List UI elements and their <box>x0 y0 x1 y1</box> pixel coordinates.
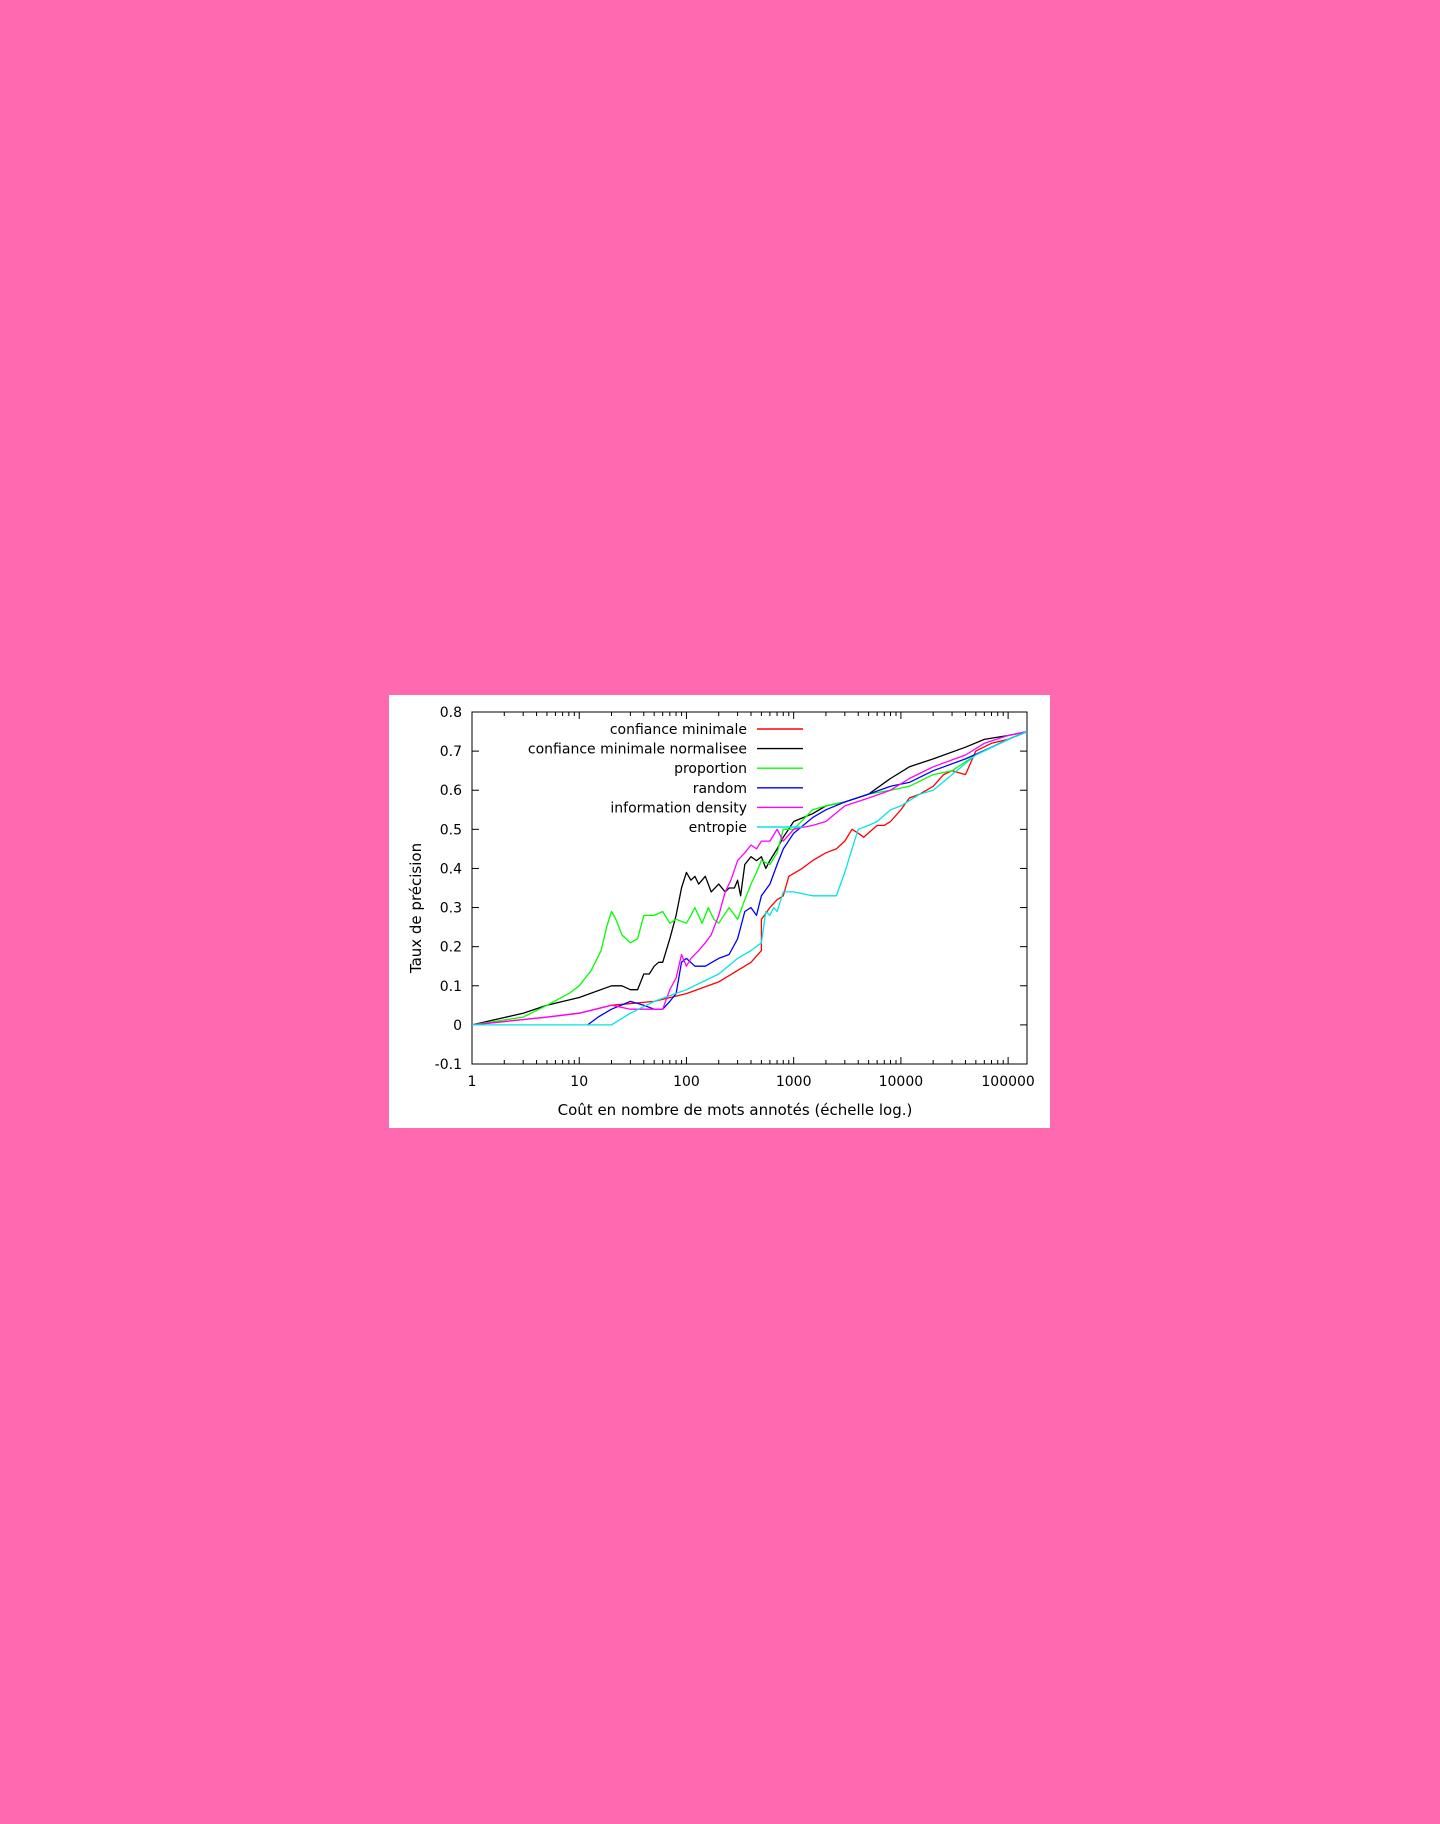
y-tick-label: 0.6 <box>440 783 462 799</box>
legend: confiance minimale confiance minimale nor… <box>528 722 803 836</box>
legend-label: information density <box>610 800 747 816</box>
line-chart: -0.1 0 0.1 0.2 0.3 0.4 0.5 0.6 0.7 0.8 1 10 100 1000 1… <box>407 705 1035 1119</box>
y-tick-label: 0.8 <box>440 705 462 721</box>
chart-card: -0.1 0 0.1 0.2 0.3 0.4 0.5 0.6 0.7 0.8 1 10 100 1000 1… <box>389 695 1050 1128</box>
x-tick-label: 10 <box>570 1074 588 1090</box>
legend-label: confiance minimale <box>610 722 747 738</box>
series-line <box>472 730 1028 1026</box>
series-line <box>471 730 1028 1026</box>
x-tick-label: 100000 <box>981 1074 1034 1090</box>
legend-label: proportion <box>674 761 747 777</box>
x-axis-label: Coût en nombre de mots annotés (échelle … <box>558 1101 913 1119</box>
y-tick-label: 0.4 <box>440 861 462 877</box>
legend-label: random <box>693 781 747 797</box>
axes: -0.1 0 0.1 0.2 0.3 0.4 0.5 0.6 0.7 0.8 1 10 100 1000 1… <box>435 705 1035 1090</box>
series-line <box>587 730 1028 1026</box>
series-line <box>471 730 1028 1026</box>
y-tick-label: 0.1 <box>440 979 462 995</box>
plot-frame <box>471 711 1028 1065</box>
x-tick-label: 1000 <box>776 1074 812 1090</box>
series-line <box>471 730 1028 1026</box>
y-tick-label: -0.1 <box>435 1057 462 1073</box>
x-tick-label: 100 <box>673 1074 700 1090</box>
series-group <box>471 730 1028 1026</box>
x-tick-label: 10000 <box>879 1074 924 1090</box>
y-tick-label: 0 <box>453 1018 462 1034</box>
x-tick-label: 1 <box>468 1074 477 1090</box>
series-line <box>471 730 1028 1026</box>
y-tick-label: 0.7 <box>440 744 462 760</box>
legend-label: entropie <box>689 820 747 836</box>
y-tick-label: 0.5 <box>440 822 462 838</box>
y-tick-label: 0.2 <box>440 940 462 956</box>
legend-label: confiance minimale normalisee <box>528 742 747 758</box>
y-axis-label: Taux de précision <box>407 843 425 974</box>
y-tick-label: 0.3 <box>440 901 462 917</box>
